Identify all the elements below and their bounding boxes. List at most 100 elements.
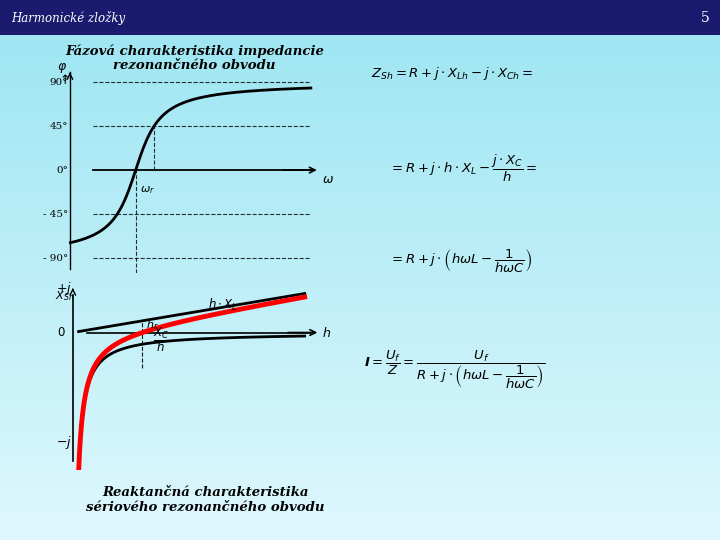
Bar [0,111,720,116]
Bar [0,449,720,454]
Text: $= R + j \cdot h \cdot X_L - \dfrac{j \cdot X_C}{h} =$: $= R + j \cdot h \cdot X_L - \dfrac{j \c… [389,153,537,184]
Text: $0$: $0$ [57,326,66,339]
Bar [0,404,720,409]
Bar [0,489,720,495]
Bar [0,474,720,480]
Bar [0,136,720,141]
Bar [0,530,720,535]
Bar [0,515,720,520]
Bar [0,247,720,252]
Bar [0,40,720,45]
Bar [0,328,720,333]
Bar [0,333,720,338]
Bar [0,156,720,161]
Bar [0,383,720,388]
Bar [0,444,720,449]
Bar [0,379,720,383]
Text: $Z_{Sh} = R + j \cdot X_{Lh} - j \cdot X_{Ch} =$: $Z_{Sh} = R + j \cdot X_{Lh} - j \cdot X… [371,65,533,82]
Text: Reaktančná charakteristika: Reaktančná charakteristika [102,486,308,499]
Bar [0,459,720,464]
Bar [0,287,720,293]
Bar [0,242,720,247]
Text: sériového rezonančného obvodu: sériového rezonančného obvodu [86,501,325,514]
Bar [0,272,720,278]
Bar [0,484,720,489]
Bar [0,293,720,298]
Bar [0,227,720,232]
Bar [0,454,720,459]
Bar [0,212,720,217]
Bar [0,252,720,257]
Bar [0,505,720,510]
Bar [0,520,720,525]
Bar [0,434,720,439]
Bar [0,146,720,151]
Bar [0,91,720,96]
Bar [0,96,720,101]
Text: $\varphi$: $\varphi$ [57,62,67,75]
Text: 0°: 0° [56,166,68,174]
Bar [0,439,720,444]
Bar [0,353,720,358]
Bar [0,358,720,363]
Bar [0,171,720,177]
Text: 45°: 45° [49,122,68,131]
Bar [0,222,720,227]
Bar [0,166,720,171]
Bar [0,106,720,111]
Bar [0,464,720,469]
Bar [0,65,720,70]
Text: $\boldsymbol{I} = \dfrac{U_f}{Z} = \dfrac{U_f}{R + j \cdot \left( h\omega L - \d: $\boldsymbol{I} = \dfrac{U_f}{Z} = \dfra… [364,348,545,390]
Bar [0,338,720,343]
Bar [0,141,720,146]
Text: $h \cdot X_L$: $h \cdot X_L$ [208,296,238,313]
Bar [0,368,720,373]
Text: - 45°: - 45° [42,210,68,219]
Text: Harmonické zložky: Harmonické zložky [11,11,125,24]
Bar [0,237,720,242]
Text: $X_{Sh}$: $X_{Sh}$ [55,289,74,303]
Text: $h$: $h$ [322,326,331,340]
Bar [0,469,720,474]
Bar [0,257,720,262]
Text: Fázová charakteristika impedancie: Fázová charakteristika impedancie [65,45,324,58]
Bar [0,45,720,50]
Text: 5: 5 [701,11,709,24]
Text: - 90°: - 90° [42,254,68,262]
Bar [0,480,720,484]
Bar [0,323,720,328]
Text: $\uparrow$: $\uparrow$ [57,73,69,87]
Bar [0,202,720,207]
Bar [0,318,720,323]
Bar [0,262,720,267]
Bar [0,177,720,181]
Bar [0,525,720,530]
Bar [0,181,720,186]
Bar [0,0,720,35]
Bar [0,232,720,237]
Bar [0,394,720,399]
Bar [0,151,720,156]
Bar [0,510,720,515]
Bar [0,389,720,394]
Bar [0,348,720,353]
Bar [0,399,720,404]
Bar [0,419,720,424]
Bar [0,121,720,126]
Bar [0,495,720,500]
Bar [0,60,720,65]
Bar [0,282,720,287]
Bar [0,343,720,348]
Bar [0,298,720,303]
Bar [0,192,720,197]
Bar [0,429,720,434]
Bar [0,535,720,540]
Bar [0,500,720,505]
Bar [0,131,720,136]
Text: $\omega$: $\omega$ [322,173,333,186]
Bar [0,101,720,106]
Text: $\omega_r$: $\omega_r$ [140,184,155,195]
Text: $= R + j \cdot \left( h\omega L - \dfrac{1}{h\omega C} \right)$: $= R + j \cdot \left( h\omega L - \dfrac… [389,248,532,275]
Bar [0,55,720,60]
Bar [0,80,720,85]
